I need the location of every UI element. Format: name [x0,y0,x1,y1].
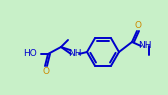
Text: NH: NH [138,42,152,51]
Text: O: O [43,66,50,76]
Text: O: O [135,21,141,30]
Text: HO: HO [23,49,37,59]
Text: NH: NH [68,49,82,59]
